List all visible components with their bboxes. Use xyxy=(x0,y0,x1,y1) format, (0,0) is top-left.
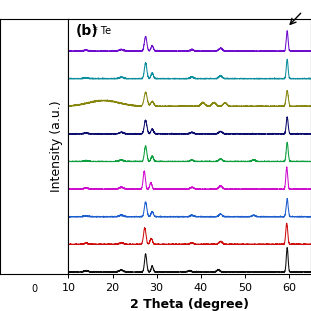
X-axis label: 2 Theta (degree): 2 Theta (degree) xyxy=(130,298,249,311)
Y-axis label: Intensity (a.u.): Intensity (a.u.) xyxy=(50,100,63,192)
Text: * Te: * Te xyxy=(93,26,111,36)
Text: (b): (b) xyxy=(76,24,98,38)
Text: 0: 0 xyxy=(31,284,37,294)
